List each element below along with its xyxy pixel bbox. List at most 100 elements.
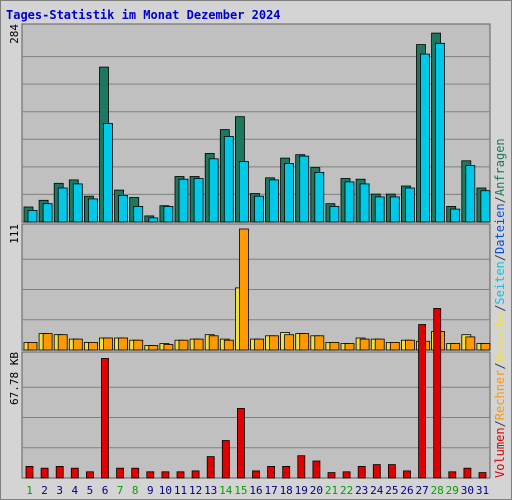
- bar-dateien-day-15: [238, 161, 249, 223]
- bar-volumen-day-11: [176, 471, 185, 479]
- bar-volumen-day-31: [478, 472, 487, 479]
- bar-dateien-day-5: [88, 198, 98, 223]
- bar-besuche-day-2: [42, 333, 53, 351]
- bar-volumen-day-13: [206, 456, 215, 479]
- bar-dateien-day-22: [344, 181, 355, 223]
- bar-volumen-day-12: [191, 470, 200, 479]
- bar-volumen-day-17: [267, 465, 276, 479]
- bar-dateien-day-29: [450, 208, 461, 223]
- bar-dateien-day-11: [178, 178, 189, 223]
- bar-volumen-day-29: [448, 471, 457, 479]
- bar-dateien-day-26: [404, 187, 415, 223]
- x-tick-label: 20: [310, 484, 323, 497]
- bar-besuche-day-22: [344, 343, 355, 351]
- x-tick-label: 1: [26, 484, 33, 497]
- x-tick-label: 17: [264, 484, 277, 497]
- bar-dateien-day-18: [284, 163, 295, 223]
- legend-entry: /: [493, 196, 507, 203]
- chart-panel-3: 67.78 KB: [8, 307, 491, 479]
- bar-volumen-day-2: [40, 467, 49, 479]
- bar-besuche-day-19: [299, 333, 310, 351]
- bar-dateien-day-24: [374, 196, 385, 223]
- legend-entry: /: [493, 420, 507, 427]
- y-max-label: 67.78 KB: [8, 352, 21, 405]
- x-axis-labels: 1 2 3 4 5 6 7 8 9 10 11 12 13 14 15 16 17 18 19 20 21 22 23 24 2…: [26, 484, 489, 497]
- x-tick-label: 25: [385, 484, 398, 497]
- x-tick-label: 6: [102, 484, 109, 497]
- x-tick-label: 18: [280, 484, 293, 497]
- bar-volumen-day-30: [463, 467, 472, 479]
- bar-dateien-day-4: [72, 183, 83, 223]
- x-tick-label: 12: [189, 484, 202, 497]
- bar-volumen-day-9: [146, 471, 155, 479]
- bar-volumen-day-10: [161, 471, 170, 479]
- y-max-label: 284: [8, 24, 21, 44]
- bar-volumen-day-19: [297, 455, 306, 479]
- chart-panels: 284 111 67.78 KB: [8, 23, 491, 479]
- bar-dateien-day-16: [254, 195, 264, 223]
- legend-entry: Volumen: [493, 427, 507, 478]
- bar-volumen-day-16: [252, 470, 260, 479]
- bar-volumen-day-28: [433, 307, 442, 479]
- bar-volumen-day-21: [327, 472, 336, 479]
- bar-besuche-day-10: [163, 344, 174, 351]
- bar-besuche-day-5: [88, 341, 98, 351]
- bar-volumen-day-6: [101, 357, 109, 479]
- x-tick-label: 3: [56, 484, 63, 497]
- bar-volumen-day-3: [55, 465, 64, 479]
- x-tick-label: 28: [431, 484, 444, 497]
- bar-volumen-day-15: [236, 407, 245, 479]
- x-tick-label: 19: [295, 484, 308, 497]
- bar-volumen-day-26: [403, 470, 411, 479]
- bar-besuche-day-26: [404, 339, 415, 351]
- x-tick-label: 5: [87, 484, 94, 497]
- bar-besuche-day-13: [208, 335, 219, 351]
- bar-besuche-day-18: [284, 334, 295, 351]
- bar-volumen-day-7: [116, 467, 124, 479]
- bar-dateien-day-19: [299, 155, 310, 223]
- bar-volumen-day-8: [131, 467, 140, 479]
- series-legend: Volumen/Rechner/Besuche/Seiten/Dateien/A…: [493, 138, 507, 478]
- bar-dateien-day-2: [42, 203, 53, 223]
- bar-volumen-day-20: [312, 460, 321, 479]
- bar-besuche-day-23: [359, 338, 370, 351]
- chart-panel-2: 111: [8, 223, 491, 351]
- bar-volumen-day-22: [342, 471, 351, 479]
- bar-volumen-day-1: [25, 465, 34, 479]
- bar-dateien-day-27: [420, 53, 430, 223]
- x-tick-label: 31: [476, 484, 489, 497]
- x-tick-label: 15: [234, 484, 247, 497]
- legend-entry: /: [493, 254, 507, 261]
- bar-dateien-day-20: [314, 171, 325, 223]
- bar-besuche-day-4: [72, 338, 83, 351]
- bar-volumen-day-23: [357, 465, 366, 479]
- plot-area: [21, 223, 491, 351]
- bar-besuche-day-12: [193, 338, 204, 351]
- bar-besuche-day-17: [269, 335, 279, 351]
- bar-besuche-day-3: [57, 334, 68, 351]
- bar-dateien-day-6: [103, 123, 113, 223]
- bar-volumen-day-25: [387, 464, 396, 479]
- legend-entry: Dateien: [493, 203, 507, 254]
- bar-dateien-day-30: [465, 165, 476, 223]
- bar-volumen-day-14: [221, 440, 230, 479]
- bar-volumen-day-27: [418, 324, 427, 479]
- bar-besuche-day-21: [329, 341, 340, 351]
- y-max-label: 111: [8, 224, 21, 244]
- bar-dateien-day-31: [480, 190, 491, 223]
- x-tick-label: 23: [355, 484, 368, 497]
- bar-dateien-day-17: [269, 179, 279, 223]
- x-tick-label: 29: [446, 484, 459, 497]
- bar-dateien-day-1: [27, 209, 38, 223]
- bar-besuche-day-8: [133, 339, 144, 351]
- bar-dateien-day-12: [193, 178, 204, 223]
- x-tick-label: 26: [400, 484, 413, 497]
- x-tick-label: 13: [204, 484, 217, 497]
- bar-besuche-day-14: [223, 339, 234, 351]
- x-tick-label: 7: [117, 484, 124, 497]
- x-tick-label: 9: [147, 484, 154, 497]
- bar-dateien-day-10: [163, 205, 174, 223]
- x-tick-label: 21: [325, 484, 338, 497]
- x-tick-label: 2: [41, 484, 48, 497]
- legend-entry: /: [493, 305, 507, 312]
